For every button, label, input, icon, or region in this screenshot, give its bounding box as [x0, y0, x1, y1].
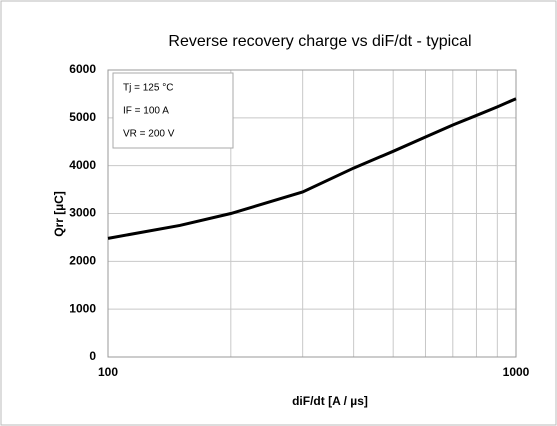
y-axis-label: Qrr [µC] — [52, 191, 66, 237]
annotation: IF = 100 A — [123, 106, 169, 117]
x-axis-label: diF/dt [A / µs] — [292, 394, 368, 408]
y-tick-label: 3000 — [69, 206, 96, 220]
y-tick-label: 6000 — [69, 62, 96, 76]
chart-title: Reverse recovery charge vs diF/dt - typi… — [168, 33, 471, 50]
y-tick-label: 2000 — [69, 254, 96, 268]
data-line — [107, 97, 517, 240]
x-tick-label: 100 — [98, 365, 118, 379]
x-tick-label: 1000 — [503, 365, 530, 379]
y-tick-label: 5000 — [69, 110, 96, 124]
y-tick-label: 1000 — [69, 301, 96, 315]
annotation: VR = 200 V — [123, 129, 175, 140]
legend-box — [112, 72, 234, 149]
annotation: Tj = 125 °C — [123, 83, 173, 94]
y-tick-label: 0 — [89, 349, 96, 363]
plot-border — [107, 69, 517, 358]
y-tick-label: 4000 — [69, 158, 96, 172]
